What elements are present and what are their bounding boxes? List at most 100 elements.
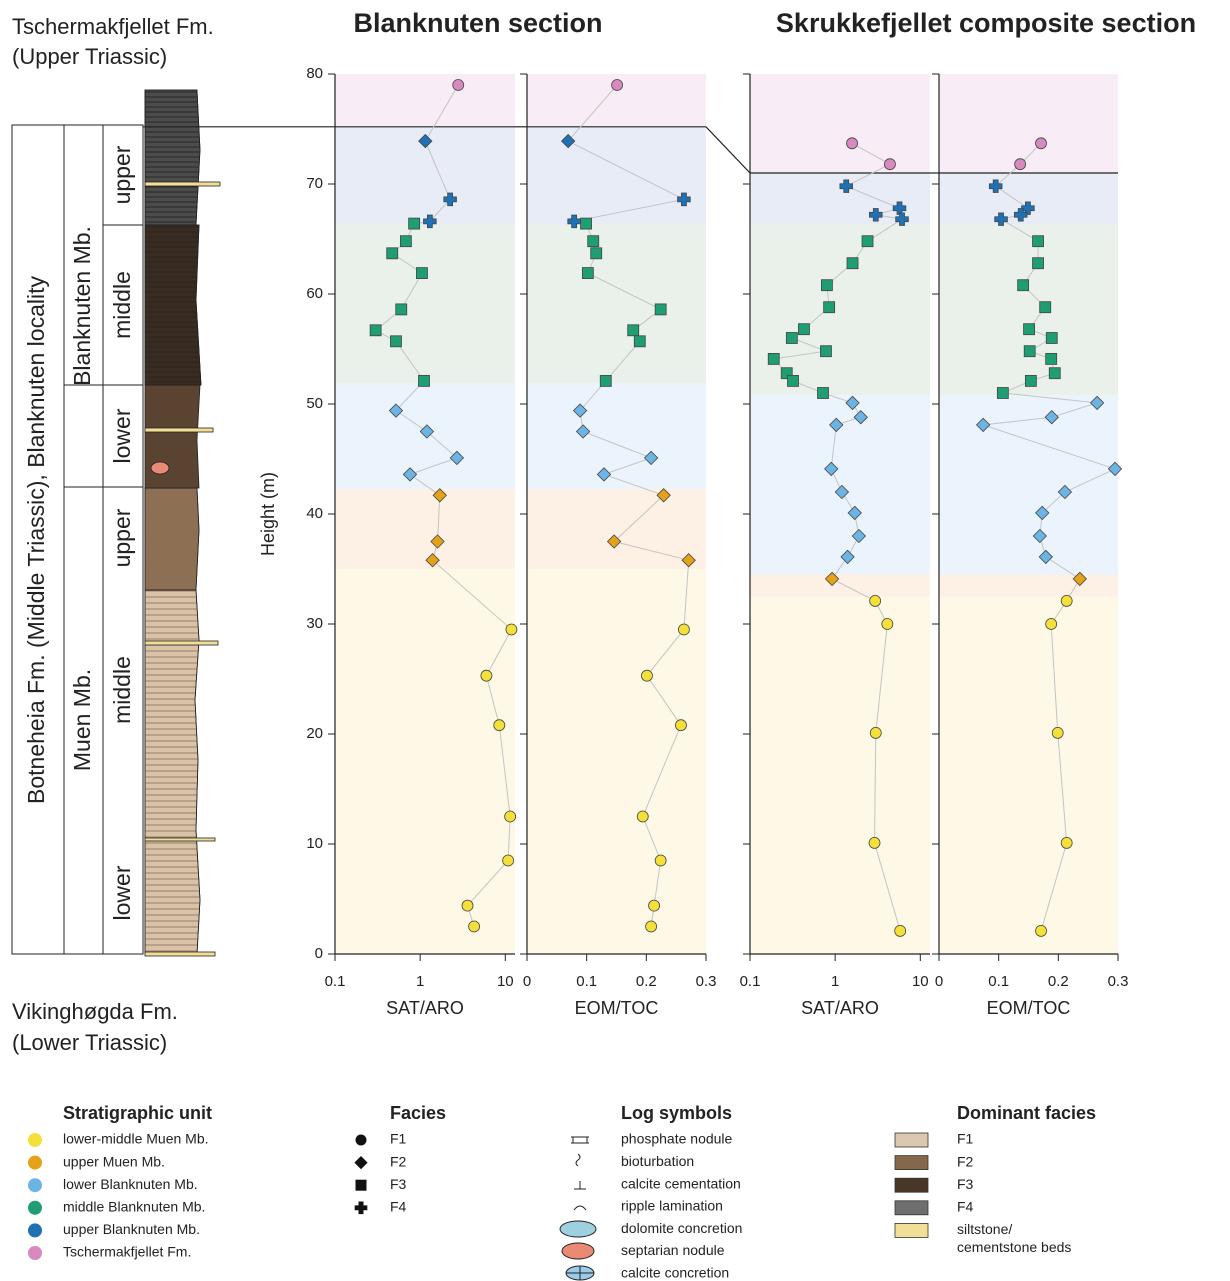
point bbox=[1040, 302, 1051, 313]
point bbox=[591, 248, 602, 259]
unit-band bbox=[939, 395, 1118, 574]
x-tick-label: 0.3 bbox=[1108, 973, 1129, 990]
legend-label: F2 bbox=[957, 1153, 974, 1169]
member-label: Muen Mb. bbox=[69, 669, 95, 771]
point bbox=[588, 236, 599, 247]
point bbox=[798, 324, 809, 335]
unit-band bbox=[750, 74, 930, 173]
point bbox=[788, 375, 799, 386]
unit-band bbox=[527, 383, 706, 489]
x-tick-label: 1 bbox=[831, 973, 839, 990]
y-tick-label: 10 bbox=[306, 835, 323, 852]
point bbox=[462, 900, 473, 911]
legend-label: F4 bbox=[957, 1199, 974, 1215]
legend-swatch bbox=[28, 1178, 42, 1192]
point bbox=[1018, 280, 1029, 291]
legend-label: calcite cementation bbox=[621, 1175, 741, 1191]
point bbox=[469, 921, 480, 932]
legend-swatch bbox=[895, 1201, 928, 1215]
point bbox=[768, 353, 779, 364]
legend-label: dolomite concretion bbox=[621, 1220, 742, 1236]
point bbox=[481, 670, 492, 681]
legend-label: calcite concretion bbox=[621, 1265, 729, 1281]
legend-label: bioturbation bbox=[621, 1153, 694, 1169]
unit-band bbox=[335, 225, 515, 383]
unit-boundary-link bbox=[706, 127, 750, 173]
point bbox=[506, 624, 517, 635]
subunit-label: middle bbox=[109, 271, 135, 339]
legend-label: cementstone beds bbox=[957, 1239, 1071, 1255]
section-title: Blanknuten section bbox=[353, 8, 602, 38]
point bbox=[419, 375, 430, 386]
y-tick-label: 60 bbox=[306, 285, 323, 302]
point bbox=[390, 336, 401, 347]
x-axis-label: EOM/TOC bbox=[575, 998, 659, 1018]
bottom-unit: Vikinghøgda Fm. bbox=[12, 999, 178, 1024]
legend-label: F1 bbox=[390, 1131, 407, 1147]
legend-label: lower Blanknuten Mb. bbox=[63, 1176, 198, 1192]
section-title: Skrukkefjellet composite section bbox=[776, 8, 1196, 38]
point bbox=[1033, 258, 1044, 269]
point bbox=[649, 900, 660, 911]
x-axis-label: EOM/TOC bbox=[987, 998, 1071, 1018]
point bbox=[1015, 159, 1026, 170]
unit-band bbox=[527, 127, 706, 225]
legend-title: Facies bbox=[390, 1103, 446, 1123]
figure: Tschermakfjellet Fm. (Upper Triassic) Vi… bbox=[0, 0, 1230, 1281]
legend-swatch bbox=[895, 1178, 928, 1192]
subunit-label: lower bbox=[109, 865, 135, 920]
legend-marker bbox=[355, 1201, 368, 1214]
point bbox=[1061, 595, 1072, 606]
point bbox=[870, 595, 881, 606]
point bbox=[678, 624, 689, 635]
x-tick-label: 10 bbox=[912, 973, 929, 990]
point bbox=[862, 236, 873, 247]
point bbox=[1025, 375, 1036, 386]
x-tick-label: 0.1 bbox=[740, 973, 761, 990]
point bbox=[396, 304, 407, 315]
unit-band bbox=[750, 225, 930, 396]
top-unit-age: (Upper Triassic) bbox=[12, 44, 167, 69]
y-axis-label: Height (m) bbox=[258, 472, 278, 556]
point bbox=[1046, 333, 1057, 344]
y-tick-label: 0 bbox=[315, 945, 323, 962]
point bbox=[1046, 353, 1057, 364]
x-tick-label: 0.2 bbox=[636, 973, 657, 990]
legend-swatch bbox=[28, 1246, 42, 1260]
legend-marker bbox=[356, 1180, 367, 1191]
point bbox=[847, 138, 858, 149]
y-tick-label: 70 bbox=[306, 175, 323, 192]
legend-swatch bbox=[28, 1156, 42, 1170]
bottom-unit-age: (Lower Triassic) bbox=[12, 1030, 167, 1055]
legend-label: lower-middle Muen Mb. bbox=[63, 1131, 209, 1147]
point bbox=[882, 619, 893, 630]
x-tick-label: 10 bbox=[497, 973, 514, 990]
point bbox=[628, 325, 639, 336]
point bbox=[847, 258, 858, 269]
unit-band bbox=[939, 597, 1118, 955]
point bbox=[820, 346, 831, 357]
y-tick-label: 20 bbox=[306, 725, 323, 742]
point bbox=[884, 159, 895, 170]
subunit-label: upper bbox=[109, 508, 135, 567]
point bbox=[1052, 727, 1063, 738]
point bbox=[1036, 925, 1047, 936]
point bbox=[1036, 138, 1047, 149]
unit-band bbox=[750, 575, 930, 597]
legend-swatch bbox=[28, 1201, 42, 1215]
point bbox=[641, 670, 652, 681]
point bbox=[1024, 346, 1035, 357]
legend-swatch bbox=[28, 1133, 42, 1147]
legend-swatch bbox=[895, 1156, 928, 1170]
lithology-log bbox=[145, 90, 220, 956]
subunit-label: middle bbox=[109, 656, 135, 724]
point bbox=[818, 388, 829, 399]
point bbox=[505, 811, 516, 822]
legend-label: upper Blanknuten Mb. bbox=[63, 1221, 200, 1237]
unit-band bbox=[527, 489, 706, 569]
point bbox=[646, 921, 657, 932]
point bbox=[400, 236, 411, 247]
legend-swatch bbox=[28, 1223, 42, 1237]
unit-band bbox=[335, 569, 515, 954]
y-tick-label: 80 bbox=[306, 65, 323, 82]
